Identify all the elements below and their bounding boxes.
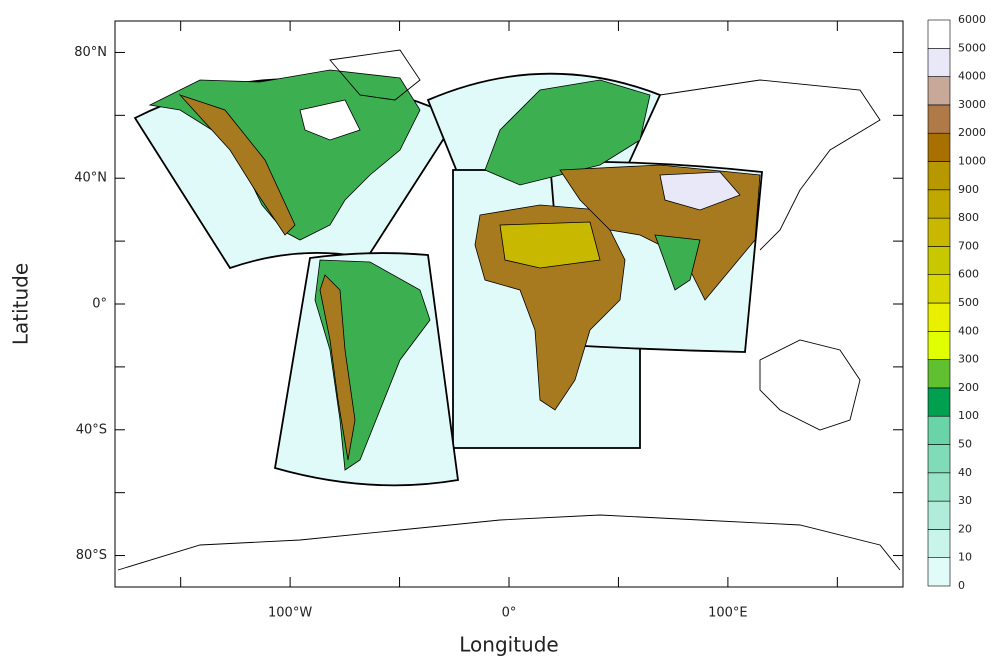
colorbar-box bbox=[927, 330, 951, 360]
colorbar-box bbox=[927, 500, 951, 530]
colorbar-label: 6000 bbox=[958, 13, 986, 26]
colorbar-box bbox=[927, 189, 951, 219]
colorbar-label: 40 bbox=[958, 466, 972, 479]
colorbar-label: 700 bbox=[958, 239, 979, 252]
y-tick-label: 80°S bbox=[76, 548, 107, 563]
colorbar-box bbox=[927, 132, 951, 162]
colorbar-box bbox=[927, 557, 951, 587]
colorbar-label: 30 bbox=[958, 494, 972, 507]
colorbar-label: 900 bbox=[958, 183, 979, 196]
colorbar-box bbox=[927, 274, 951, 304]
colorbar-box bbox=[927, 161, 951, 191]
colorbar-box bbox=[927, 19, 951, 49]
colorbar-label: 5000 bbox=[958, 41, 986, 54]
land-europe bbox=[484, 79, 651, 186]
colorbar-label: 10 bbox=[958, 551, 972, 564]
land-andes bbox=[319, 274, 356, 461]
y-axis-label: Latitude bbox=[9, 263, 33, 345]
colorbar-label: 600 bbox=[958, 268, 979, 281]
colorbar-label: 2000 bbox=[958, 126, 986, 139]
colorbar-label: 400 bbox=[958, 324, 979, 337]
colorbar-box bbox=[927, 246, 951, 275]
coast-asia-east bbox=[659, 79, 881, 251]
colorbar-box bbox=[927, 302, 951, 332]
colorbar-box bbox=[927, 444, 951, 474]
x-axis-label: Longitude bbox=[459, 633, 558, 657]
colorbar-label: 1000 bbox=[958, 155, 986, 168]
x-tick-label: 100°E bbox=[708, 606, 748, 621]
colorbar-label: 100 bbox=[958, 409, 979, 422]
x-tick-label: 100°W bbox=[268, 606, 312, 621]
y-tick-label: 40°N bbox=[74, 171, 107, 186]
colorbar-label: 800 bbox=[958, 211, 979, 224]
colorbar-label: 300 bbox=[958, 353, 979, 366]
colorbar-label: 0 bbox=[958, 579, 965, 592]
colorbar-box bbox=[927, 104, 951, 134]
colorbar-label: 3000 bbox=[958, 98, 986, 111]
coast-antarctica bbox=[117, 514, 901, 571]
y-tick-label: 80°N bbox=[74, 45, 107, 60]
x-tick-label: 0° bbox=[502, 606, 517, 621]
land-tibet bbox=[659, 171, 741, 211]
y-tick-label: 0° bbox=[92, 297, 107, 312]
colorbar-box bbox=[927, 76, 951, 106]
land-sahara bbox=[499, 221, 601, 269]
coast-australia bbox=[759, 339, 861, 431]
colorbar-box bbox=[927, 415, 951, 445]
colorbar-label: 20 bbox=[958, 522, 972, 535]
colorbar-box bbox=[927, 387, 951, 417]
colorbar-box bbox=[927, 47, 951, 77]
y-tick-label: 40°S bbox=[76, 422, 107, 437]
colorbar-label: 4000 bbox=[958, 70, 986, 83]
colorbar-box bbox=[927, 217, 951, 247]
colorbar-box bbox=[927, 359, 951, 389]
land-rockies bbox=[178, 94, 296, 236]
land-hudson bbox=[299, 99, 361, 141]
colorbar-label: 50 bbox=[958, 438, 972, 451]
colorbar-label: 500 bbox=[958, 296, 979, 309]
colorbar-box bbox=[927, 529, 951, 559]
coast-greenland bbox=[329, 49, 421, 101]
colorbar-label: 200 bbox=[958, 381, 979, 394]
map-layer bbox=[117, 49, 901, 571]
land-india bbox=[654, 234, 701, 291]
colorbar-box bbox=[927, 472, 951, 502]
